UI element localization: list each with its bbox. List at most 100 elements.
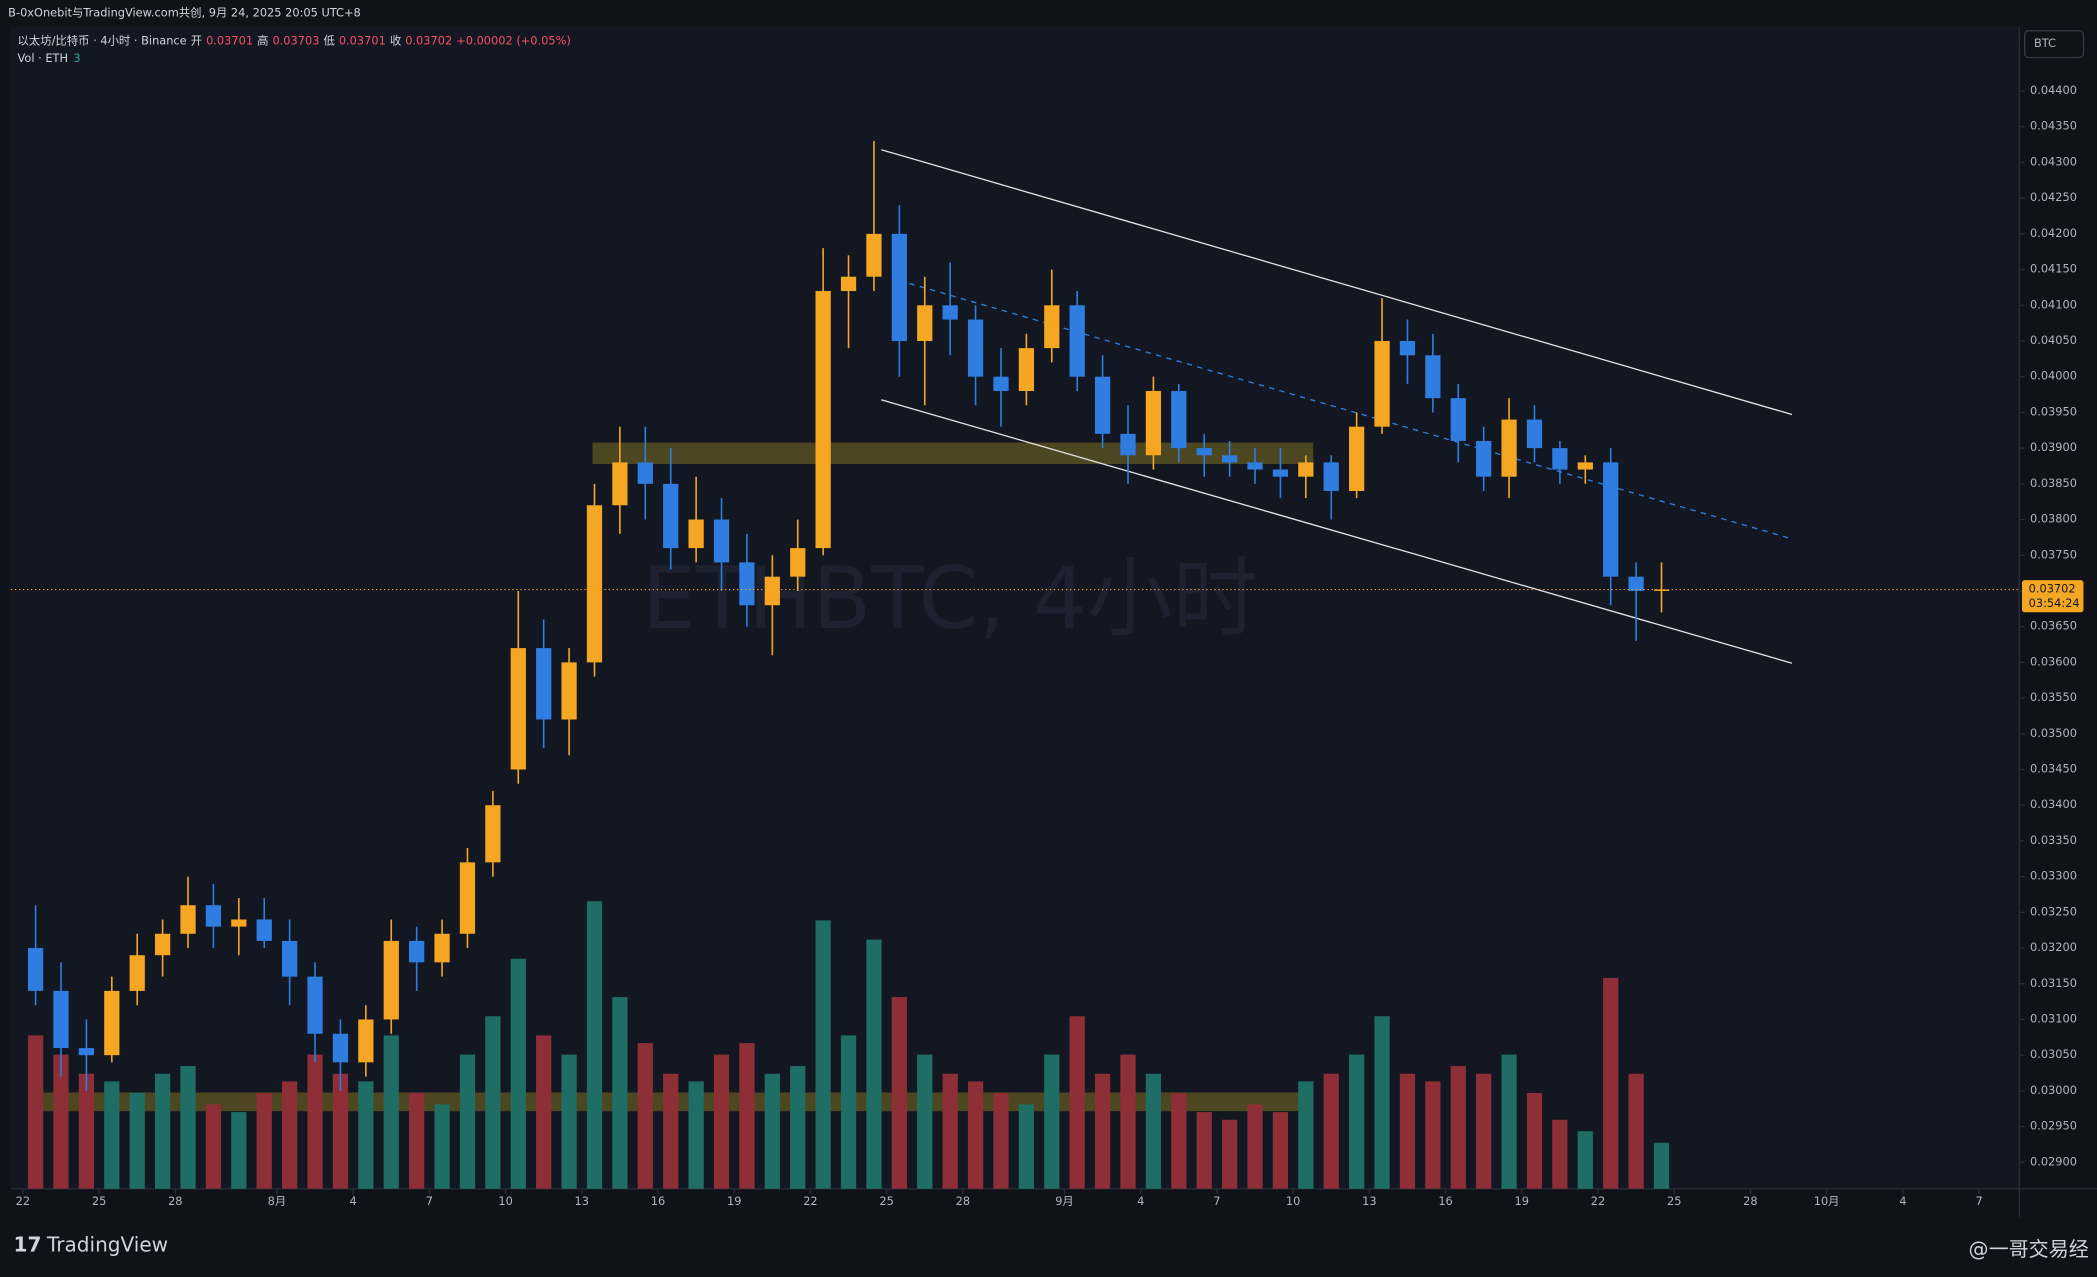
x-tick-label: 28: [1743, 1194, 1757, 1208]
x-tick-label: 28: [956, 1194, 970, 1208]
y-tick-label: 0.03800: [2030, 512, 2077, 526]
candle-body: [612, 462, 628, 506]
y-tick-label: 0.03400: [2030, 797, 2077, 811]
y-tick-label: 0.03950: [2030, 404, 2077, 418]
volume-bar: [154, 1073, 171, 1189]
candle-body: [256, 919, 272, 941]
x-tick-label: 10: [498, 1194, 512, 1208]
volume-bar: [1298, 1081, 1314, 1189]
x-tick-label: 8月: [268, 1194, 287, 1208]
candle-body: [1399, 340, 1416, 356]
candle-body: [434, 933, 450, 963]
y-tick-label: 0.04050: [2030, 333, 2077, 347]
x-tick-label: 13: [1362, 1194, 1376, 1208]
volume-bar: [383, 1035, 399, 1189]
volume-bar: [53, 1054, 69, 1189]
candle-body: [1552, 448, 1568, 470]
volume-bar: [917, 1054, 933, 1189]
y-tick-label: 0.04000: [2030, 369, 2077, 383]
volume-bar: [1018, 1104, 1035, 1189]
candle-body: [739, 562, 755, 606]
y-tick-label: 0.03550: [2030, 690, 2077, 704]
currency[interactable]: BTC: [2034, 36, 2056, 50]
candle-body: [1247, 462, 1263, 470]
volume-bar: [688, 1081, 704, 1189]
volume-bar: [1323, 1073, 1339, 1189]
x-tick-label: 19: [727, 1194, 741, 1208]
volume-bar: [1374, 1016, 1390, 1189]
candle-body: [485, 805, 501, 863]
volume-bar: [1069, 1016, 1085, 1189]
x-tick-label: 25: [879, 1194, 893, 1208]
candle-body: [1145, 390, 1162, 456]
volume-bar: [1349, 1054, 1365, 1189]
candle-body: [1628, 576, 1644, 591]
candle-body: [1603, 462, 1619, 577]
x-tick-label: 25: [92, 1194, 106, 1208]
candle-body: [1120, 433, 1136, 456]
y-tick-label: 0.03900: [2030, 440, 2077, 454]
legend-item: 以太坊/比特币 · 4小时 · Binance: [18, 33, 187, 47]
candle-body: [409, 940, 425, 963]
candle-body: [764, 576, 780, 606]
candle-body: [332, 1033, 349, 1063]
x-tick-label: 10月: [1814, 1194, 1840, 1208]
volume-bar: [1272, 1112, 1289, 1189]
volume-bar: [205, 1104, 222, 1189]
y-tick-label: 0.04350: [2030, 119, 2077, 133]
candle-body: [840, 276, 857, 291]
y-tick-label: 0.04150: [2030, 262, 2077, 276]
volume-bar: [1450, 1066, 1466, 1189]
volume-bar: [1120, 1054, 1136, 1189]
volume-bar: [307, 1054, 323, 1189]
y-tick-label: 0.03600: [2030, 654, 2077, 668]
volume-bar: [485, 1016, 501, 1189]
volume-bar: [180, 1066, 196, 1189]
countdown: 03:54:24: [2029, 596, 2080, 610]
candle-body: [536, 648, 552, 720]
share-text: B-0xOnebit与TradingView.com共创, 9月 24, 202…: [8, 5, 361, 19]
volume-bar: [1196, 1112, 1212, 1189]
volume-bar: [434, 1104, 450, 1189]
y-tick-label: 0.03650: [2030, 619, 2077, 633]
candle-body: [53, 990, 69, 1049]
currency-box[interactable]: [2023, 30, 2085, 59]
candle-body: [815, 290, 831, 549]
watermark-title: ETHBTC, 4小时: [642, 550, 1258, 649]
volume-bar: [739, 1043, 755, 1189]
y-tick-label: 0.02900: [2030, 1154, 2077, 1168]
candle-body: [688, 519, 704, 549]
candle-body: [942, 305, 958, 320]
volume-bar: [764, 1073, 780, 1189]
volume-bar: [332, 1073, 349, 1189]
volume-bar: [256, 1092, 272, 1189]
y-tick-label: 0.03350: [2030, 833, 2077, 847]
x-tick-label: 13: [575, 1194, 589, 1208]
legend-item: 0.03702: [405, 33, 452, 47]
candle-body: [663, 483, 679, 549]
y-tick-label: 0.04100: [2030, 297, 2077, 311]
candle-body: [154, 933, 171, 956]
x-tick-label: 9月: [1055, 1194, 1074, 1208]
volume-bar: [1628, 1073, 1644, 1189]
candle-body: [1298, 462, 1314, 477]
volume-bar: [409, 1092, 425, 1189]
volume-bar: [104, 1081, 120, 1189]
volume-bar: [1094, 1073, 1111, 1189]
x-tick-label: 22: [803, 1194, 817, 1208]
x-tick-label: 22: [1591, 1194, 1605, 1208]
candle-body: [1221, 455, 1238, 463]
y-tick-label: 0.03500: [2030, 726, 2077, 740]
volume-bar: [586, 901, 603, 1189]
legend-item: 收: [390, 33, 401, 47]
volume-bar: [815, 920, 831, 1189]
volume-bar: [891, 997, 907, 1189]
volume-bar: [561, 1054, 577, 1189]
candle-body: [282, 940, 298, 977]
y-tick-label: 0.03450: [2030, 762, 2077, 776]
author: @一哥交易经: [1969, 1237, 2089, 1261]
legend-item: 低: [323, 33, 334, 47]
candle-body: [1653, 589, 1670, 591]
